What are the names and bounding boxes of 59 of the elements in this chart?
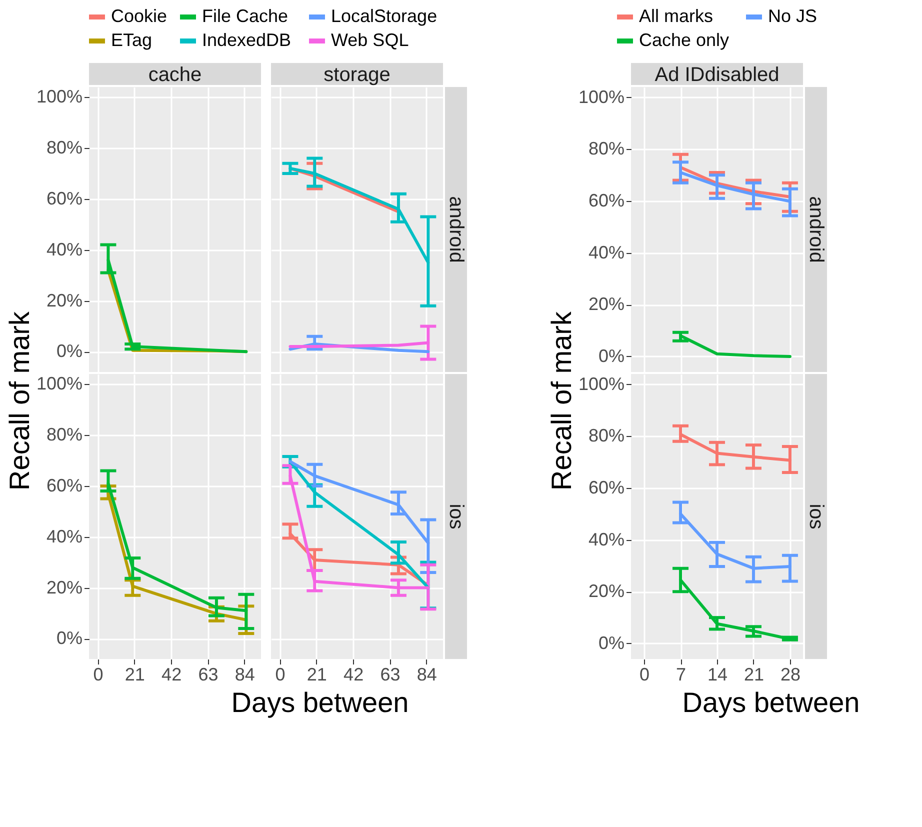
y-tick-label: 100% <box>578 86 624 107</box>
y-tick-label: 80% <box>588 426 624 446</box>
x-tick-label: 42 <box>162 664 182 684</box>
y-tick-label: 0% <box>56 628 82 648</box>
x-tick-label: 42 <box>344 664 364 684</box>
x-tick-label: 63 <box>198 664 218 684</box>
y-tick-label: 20% <box>588 294 624 314</box>
x-tick-label: 21 <box>306 664 327 684</box>
x-axis-title: Days between <box>682 687 860 718</box>
x-tick-label: 0 <box>275 664 286 684</box>
y-tick-label: 100% <box>578 374 624 394</box>
legend-label: Cookie <box>111 6 168 26</box>
chart-title: storage <box>324 64 390 86</box>
y-tick-label: 0% <box>56 341 82 362</box>
y-tick-label: 60% <box>588 478 624 498</box>
legend-label: Cache only <box>639 30 730 50</box>
x-axis-title: Days between <box>231 687 409 718</box>
y-tick-label: 20% <box>46 577 82 598</box>
x-tick-label: 84 <box>416 664 437 684</box>
y-tick-label: 40% <box>588 529 624 550</box>
x-tick-label: 7 <box>676 664 686 684</box>
y-tick-label: 20% <box>46 290 82 310</box>
y-tick-label: 60% <box>588 190 624 210</box>
legend-label: IndexedDB <box>202 30 292 50</box>
y-tick-label: 0% <box>598 632 624 653</box>
y-tick-label: 60% <box>46 188 82 208</box>
y-tick-label: 100% <box>36 86 82 107</box>
y-tick-label: 80% <box>588 138 624 159</box>
y-tick-label: 100% <box>36 374 82 394</box>
chart-title: Ad IDdisabled <box>654 64 780 86</box>
x-tick-label: 14 <box>707 664 728 684</box>
x-tick-label: 21 <box>124 664 145 684</box>
x-tick-label: 21 <box>744 664 764 684</box>
y2-axis-title: ios <box>445 504 467 530</box>
x-tick-label: 84 <box>234 664 255 684</box>
legend-label: File Cache <box>202 6 288 26</box>
x-tick-label: 0 <box>93 664 104 684</box>
legend-label: LocalStorage <box>331 6 438 26</box>
x-tick-label: 63 <box>380 664 400 684</box>
y-tick-label: 80% <box>46 138 82 158</box>
y-axis-title: Recall of mark <box>4 310 35 490</box>
y-tick-label: 20% <box>588 581 624 602</box>
y2-axis-title: android <box>445 196 467 263</box>
y-tick-label: 60% <box>46 475 82 496</box>
y-tick-label: 0% <box>598 346 624 366</box>
y-axis-title: Recall of mark <box>546 310 577 490</box>
y2-axis-title: ios <box>805 504 827 530</box>
legend-label: All marks <box>639 6 714 26</box>
y-tick-label: 40% <box>46 239 82 260</box>
x-tick-label: 0 <box>640 664 650 684</box>
y-tick-label: 80% <box>46 424 82 445</box>
legend-label: Web SQL <box>331 30 409 50</box>
legend-label: No JS <box>768 6 818 26</box>
y2-axis-title: android <box>805 196 827 263</box>
legend-label: ETag <box>111 30 152 50</box>
y-tick-label: 40% <box>588 242 624 262</box>
chart-title: cache <box>148 64 202 86</box>
y-tick-label: 40% <box>46 526 82 546</box>
x-tick-label: 28 <box>780 664 800 684</box>
